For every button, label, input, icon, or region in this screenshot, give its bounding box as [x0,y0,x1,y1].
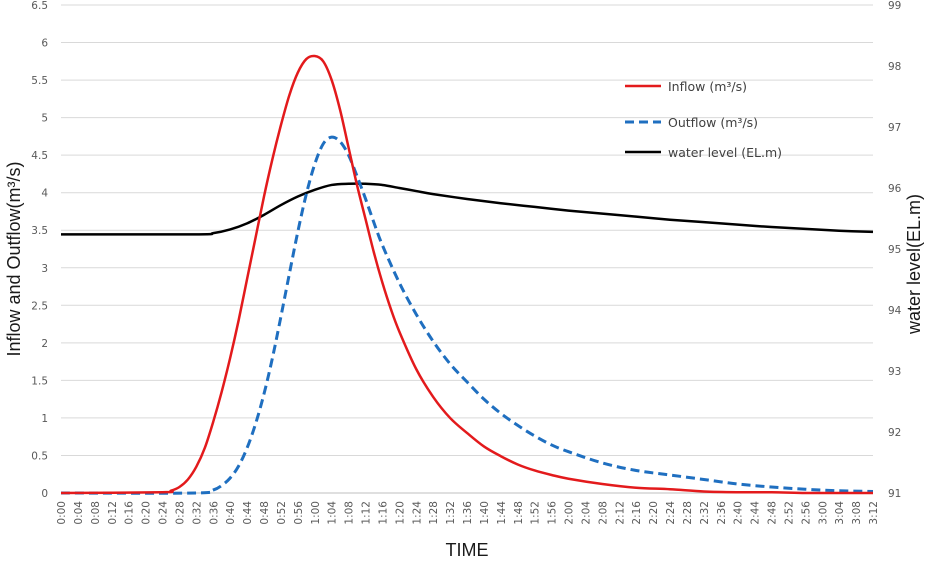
x-tick-label: 0:12 [107,501,119,525]
y-tick-label: 2.5 [31,300,48,312]
x-tick-label: 1:24 [411,501,423,525]
x-tick-label: 2:04 [580,501,592,525]
x-tick-label: 1:04 [327,501,339,525]
x-tick-label: 2:00 [564,501,576,525]
x-tick-label: 2:48 [767,501,779,525]
x-tick-label: 2:52 [783,501,795,525]
x-tick-label: 2:36 [716,501,728,525]
y-tick-label: 0.5 [31,450,48,462]
y2-tick-label: 96 [888,183,902,195]
legend-label: Outflow (m³/s) [668,115,758,130]
y2-axis-title: water level(EL.m) [904,194,924,335]
x-tick-label: 1:56 [547,501,559,525]
x-tick-label: 1:48 [513,501,525,525]
x-tick-label: 1:08 [344,501,356,525]
x-tick-label: 2:32 [699,501,711,525]
legend-label: Inflow (m³/s) [668,79,747,94]
y-tick-label: 5.5 [31,75,48,87]
x-tick-label: 1:16 [377,501,389,525]
x-tick-label: 2:40 [733,501,745,525]
x-tick-label: 1:44 [496,501,508,525]
right-axis-ticks: 91 92 93 94 95 96 97 98 99 [888,0,902,500]
y-tick-label: 4 [41,188,48,200]
left-axis-ticks: 0 0.5 1 1.5 2 2.5 3 3.5 4 4.5 5 5.5 6 6.5 [31,0,48,500]
y2-tick-label: 92 [888,427,901,439]
x-axis-title: TIME [446,540,489,560]
x-tick-label: 0:44 [242,501,254,525]
y-tick-label: 3 [41,263,48,275]
x-tick-label: 2:20 [648,501,660,525]
series-lines [60,54,874,495]
y-tick-label: 4.5 [31,150,48,162]
x-tick-label: 0:00 [56,501,68,525]
y2-tick-label: 99 [888,0,901,12]
x-tick-label: 1:00 [310,501,322,525]
x-tick-label: 2:08 [597,501,609,525]
x-tick-label: 0:08 [90,501,102,525]
x-tick-label: 0:04 [73,501,85,525]
x-tick-label: 2:44 [750,501,762,525]
series-line-0 [60,54,873,495]
x-tick-label: 1:52 [530,501,542,525]
legend: Inflow (m³/s) Outflow (m³/s) water level (… [625,79,782,160]
x-tick-label: 1:36 [462,501,474,525]
y-tick-label: 6 [41,38,48,50]
x-tick-label: 2:16 [631,501,643,525]
x-tick-label: 0:56 [293,501,305,525]
x-tick-label: 3:12 [868,501,880,525]
y2-tick-label: 94 [888,305,902,317]
x-tick-label: 2:56 [800,501,812,525]
y2-tick-label: 91 [888,488,901,500]
y-tick-label: 6.5 [31,0,48,12]
y-tick-label: 2 [41,338,48,350]
x-tick-label: 2:12 [614,501,626,525]
x-tick-label: 2:28 [682,501,694,525]
x-tick-label: 0:32 [191,501,203,525]
x-tick-label: 1:40 [479,501,491,525]
x-axis-ticks: 0:00 0:04 0:08 0:12 0:16 0:20 0:24 0:28 0:32 0:36… [56,501,880,525]
y-tick-label: 0 [41,488,48,500]
y2-tick-label: 93 [888,366,901,378]
x-tick-label: 1:32 [445,501,457,525]
y2-tick-label: 97 [888,122,901,134]
x-tick-label: 3:08 [851,501,863,525]
y2-tick-label: 95 [888,244,901,256]
x-tick-label: 2:24 [665,501,677,525]
x-tick-label: 1:12 [361,501,373,525]
gridlines [61,4,873,456]
series-line-1 [60,135,874,495]
y2-tick-label: 98 [888,61,901,73]
x-tick-label: 0:20 [141,501,153,525]
x-tick-label: 1:20 [394,501,406,525]
x-tick-label: 0:36 [208,501,220,525]
y-tick-label: 3.5 [31,225,48,237]
x-tick-label: 0:48 [259,501,271,525]
series-line-2 [60,182,874,236]
y-tick-label: 1.5 [31,375,48,387]
x-tick-label: 1:28 [428,501,440,525]
x-tick-label: 0:52 [276,501,288,525]
x-tick-label: 3:00 [817,501,829,525]
x-tick-label: 0:16 [124,501,136,525]
x-tick-label: 3:04 [834,501,846,525]
y-tick-label: 1 [41,413,48,425]
x-tick-label: 0:40 [225,501,237,525]
legend-label: water level (EL.m) [668,145,782,160]
y-axis-title: Inflow and Outflow(m³/s) [4,161,24,356]
x-tick-label: 0:24 [158,501,170,525]
x-tick-label: 0:28 [174,501,186,525]
y-tick-label: 5 [41,113,48,125]
